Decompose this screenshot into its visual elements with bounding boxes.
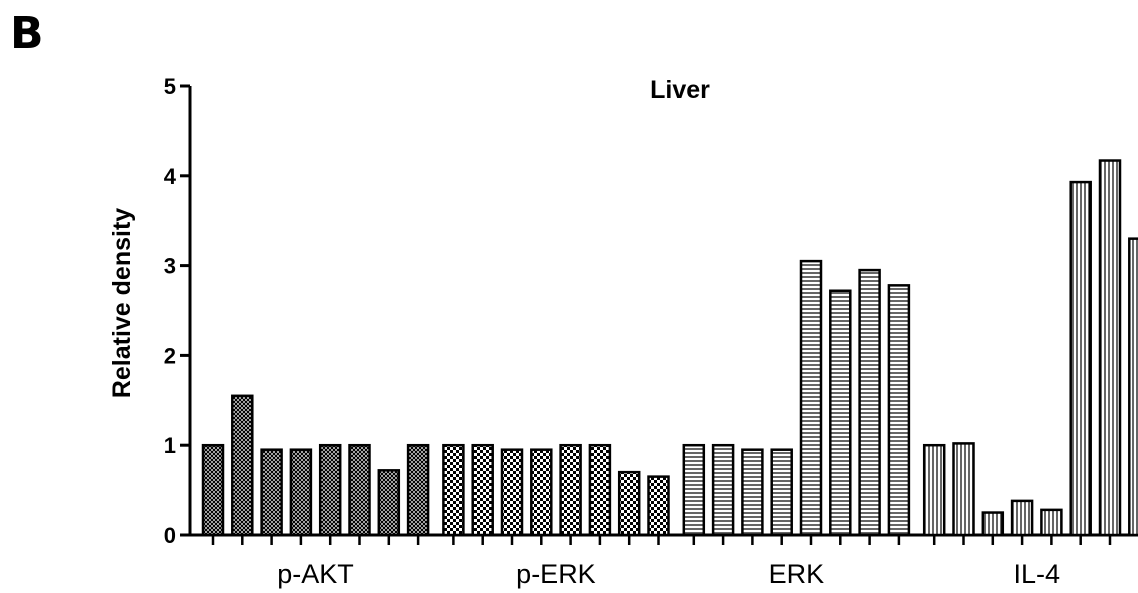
bar-p-akt-8 bbox=[406, 443, 430, 537]
bar-il-4-5 bbox=[1040, 508, 1063, 537]
bar-erk-7 bbox=[858, 268, 881, 537]
bar-erk-5 bbox=[799, 259, 823, 537]
bar-il-4-4 bbox=[1010, 499, 1034, 537]
bar-il-4-1 bbox=[922, 443, 946, 537]
bar-p-akt-7 bbox=[377, 469, 401, 537]
bar-p-akt-6 bbox=[348, 443, 371, 537]
bar-p-erk-8 bbox=[647, 475, 670, 537]
bars bbox=[201, 159, 1138, 537]
bar-p-erk-2 bbox=[471, 443, 494, 537]
bar-p-erk-1 bbox=[442, 443, 465, 537]
y-tick-label: 5 bbox=[164, 74, 176, 99]
bar-il-4-2 bbox=[952, 442, 975, 537]
x-axis: p-AKT p-ERK ERK IL-4 bbox=[188, 533, 1138, 589]
bar-p-erk-4 bbox=[530, 448, 553, 537]
bar-erk-8 bbox=[887, 284, 911, 537]
y-tick-label: 0 bbox=[164, 523, 176, 548]
bar-erk-4 bbox=[770, 448, 793, 537]
bar-il-4-6 bbox=[1069, 180, 1092, 537]
bar-il-4-8 bbox=[1128, 237, 1138, 537]
y-axis-label: Relative density bbox=[108, 208, 136, 398]
x-category-label: ERK bbox=[769, 559, 825, 589]
y-tick-label: 3 bbox=[164, 254, 176, 279]
bar-il-4-7 bbox=[1098, 159, 1122, 537]
y-axis: 0 1 2 3 4 5 bbox=[164, 74, 192, 548]
bar-il-4-3 bbox=[981, 511, 1005, 537]
bar-erk-1 bbox=[682, 443, 706, 537]
bar-p-akt-3 bbox=[260, 448, 283, 537]
bar-p-erk-7 bbox=[617, 470, 641, 537]
y-tick-label: 1 bbox=[164, 433, 176, 458]
bar-p-akt-2 bbox=[231, 394, 254, 537]
bar-p-erk-5 bbox=[559, 443, 582, 537]
bar-p-akt-4 bbox=[289, 448, 313, 537]
panel-label: B bbox=[10, 8, 44, 59]
x-category-label: p-ERK bbox=[516, 559, 596, 589]
bar-erk-2 bbox=[711, 443, 735, 537]
bar-p-erk-3 bbox=[500, 448, 524, 537]
x-category-label: IL-4 bbox=[1013, 559, 1060, 589]
bar-p-erk-6 bbox=[588, 443, 612, 537]
x-category-label: p-AKT bbox=[277, 559, 354, 589]
chart-title: Liver bbox=[650, 76, 710, 104]
bar-p-akt-5 bbox=[318, 443, 342, 537]
bar-erk-3 bbox=[741, 448, 764, 537]
y-tick-label: 4 bbox=[164, 164, 177, 189]
y-tick-label: 2 bbox=[164, 343, 176, 368]
bar-erk-6 bbox=[829, 289, 852, 537]
bar-p-akt-1 bbox=[201, 443, 225, 537]
